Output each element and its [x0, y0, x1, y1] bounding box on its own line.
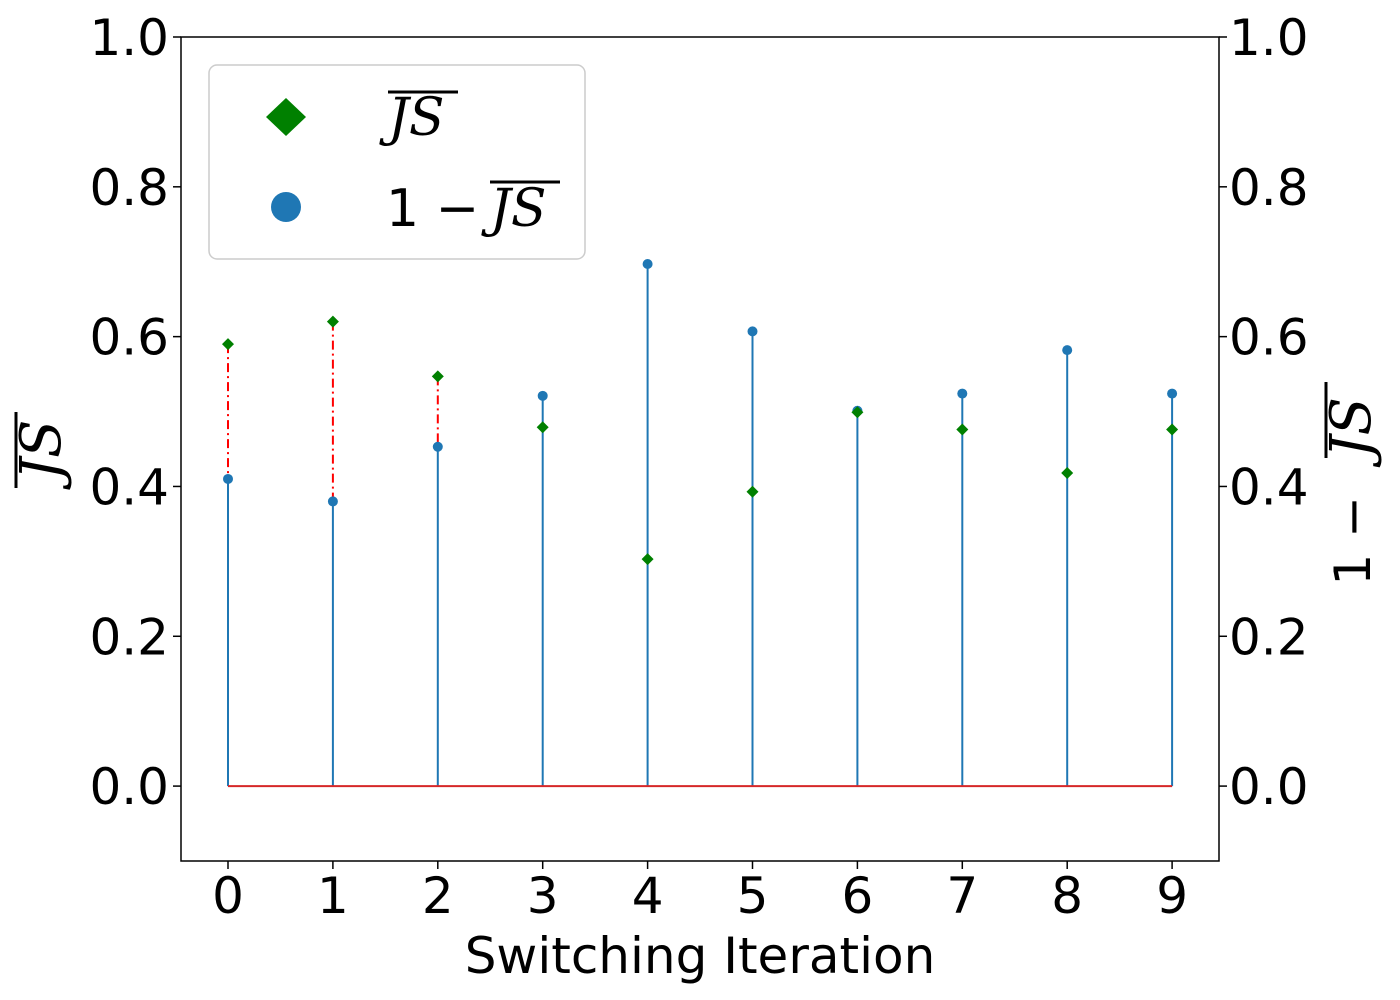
x-tick-label: 0: [212, 867, 244, 925]
diamond-marker: [431, 370, 444, 383]
markers: [222, 258, 1179, 566]
circle-marker: [642, 258, 653, 269]
circle-marker: [327, 496, 338, 507]
diamond-marker: [641, 553, 654, 566]
diamond-marker: [851, 406, 864, 419]
y-tick-label-left: 0.4: [89, 458, 169, 516]
y-axis-label-left: JS: [9, 412, 74, 490]
legend-diamond-icon: [266, 98, 306, 136]
x-tick-label: 6: [841, 867, 873, 925]
circle-marker: [432, 441, 443, 452]
circle-marker: [957, 388, 968, 399]
x-tick-label: 4: [632, 867, 664, 925]
y-tick-label-left: 0.8: [89, 159, 169, 217]
y-tick-label-right: 0.4: [1229, 458, 1309, 516]
legend: JS 1 − JS: [208, 64, 586, 260]
diamond-marker: [746, 485, 759, 498]
svg-text:JS: JS: [9, 420, 74, 491]
svg-text:JS: JS: [1319, 397, 1384, 468]
stem-gap: [435, 376, 440, 447]
x-tick-label: 1: [317, 867, 349, 925]
plot-frame: [180, 36, 1220, 862]
diamond-marker: [956, 423, 969, 436]
circle-marker: [1062, 345, 1073, 356]
y-tick-label-left: 0.6: [89, 309, 169, 367]
legend-entry-0: JS: [379, 88, 444, 148]
x-tick-label: 9: [1156, 867, 1188, 925]
diamond-marker: [536, 421, 549, 434]
legend-circle-icon: [271, 192, 301, 222]
y-axis-label-right: 1 − JS: [1319, 382, 1384, 586]
y-tick-label-left: 0.0: [89, 758, 169, 816]
x-axis-label: Switching Iteration: [465, 927, 936, 985]
circle-marker: [747, 326, 758, 337]
legend-box: [208, 64, 586, 260]
svg-text:1 −: 1 −: [1324, 496, 1382, 586]
stem-gap: [226, 344, 230, 479]
x-ticks: 0 1 2 3 4 5 6 7 8 9: [212, 861, 1188, 925]
diamond-marker: [222, 338, 234, 351]
circle-marker: [537, 390, 548, 401]
circle-marker: [1167, 388, 1178, 399]
x-tick-label: 5: [737, 867, 769, 925]
x-tick-label: 3: [527, 867, 559, 925]
diamond-marker: [326, 315, 339, 328]
y-ticks-left: 0.0 0.2 0.4 0.6 0.8 1.0: [89, 9, 181, 816]
legend-entry-1: JS: [481, 179, 546, 239]
circle-marker: [223, 473, 233, 484]
stems: [226, 263, 1174, 788]
legend-entry-1-prefix: 1 −: [386, 179, 479, 239]
y-tick-label-right: 0.6: [1229, 309, 1309, 367]
y-tick-label-right: 0.2: [1229, 608, 1309, 666]
y-tick-label-left: 1.0: [89, 9, 169, 67]
y-tick-label-left: 0.2: [89, 608, 169, 666]
diamond-marker: [1061, 466, 1074, 479]
y-tick-label-right: 0.8: [1229, 159, 1309, 217]
x-tick-label: 2: [422, 867, 454, 925]
x-tick-label: 7: [946, 867, 978, 925]
x-tick-label: 8: [1051, 867, 1083, 925]
y-ticks-right: 0.0 0.2 0.4 0.6 0.8 1.0: [1219, 9, 1309, 816]
y-tick-label-right: 1.0: [1229, 9, 1309, 67]
diamond-marker: [1166, 423, 1179, 436]
y-tick-label-right: 0.0: [1229, 758, 1309, 816]
